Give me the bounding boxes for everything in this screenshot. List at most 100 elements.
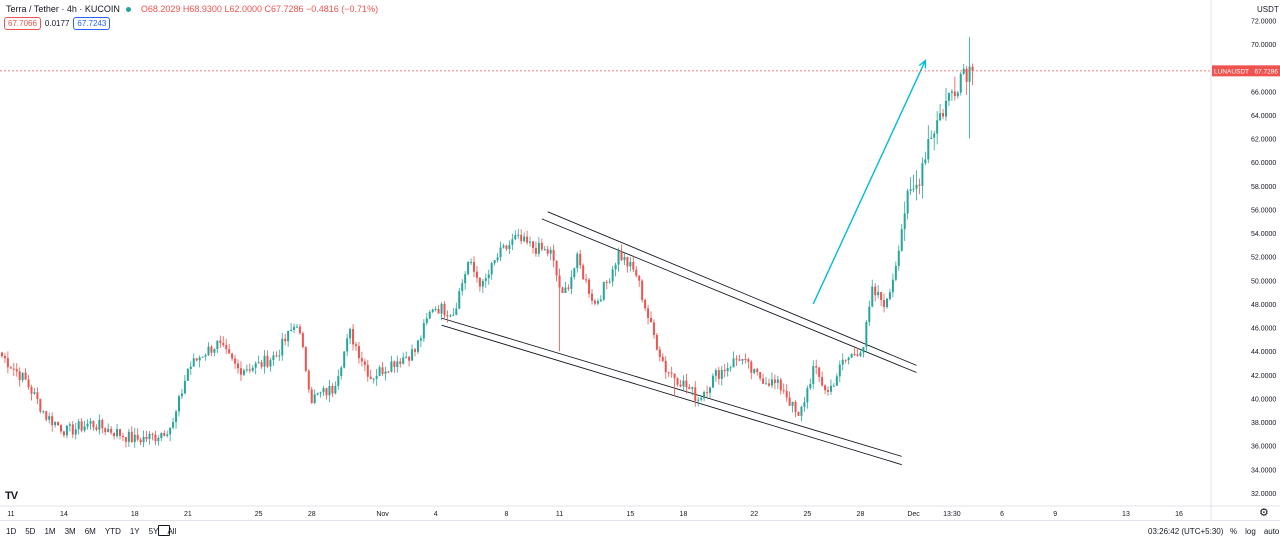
candle-body [74, 429, 77, 435]
candle-body [824, 385, 827, 391]
range-button[interactable]: 3M [64, 527, 76, 536]
bid-ask-chips: 67.7066 0.0177 67.7243 [4, 17, 111, 30]
range-button[interactable]: 1Y [129, 527, 140, 536]
candle-body [402, 357, 405, 364]
candle-body [573, 268, 576, 278]
scale-option[interactable]: % [1230, 527, 1238, 536]
candle-body [779, 379, 782, 391]
bid-price[interactable]: 67.7066 [4, 17, 41, 30]
candle-body [57, 421, 60, 426]
candle-body [490, 263, 493, 275]
candle-body [334, 385, 337, 394]
candle-body [142, 436, 145, 443]
time-tick-label: 9 [1053, 511, 1057, 518]
candle-body [658, 349, 661, 357]
candle-body [301, 333, 304, 348]
time-tick-label: 28 [857, 511, 865, 518]
tradingview-logo-icon[interactable]: TV [5, 490, 18, 502]
candle-body [720, 369, 723, 379]
settings-gear-icon[interactable]: ⚙ [1259, 507, 1269, 519]
candle-body [452, 314, 455, 316]
candle-body [172, 422, 175, 428]
range-button[interactable]: 1D [6, 527, 17, 536]
range-button[interactable]: All [167, 527, 177, 536]
candle-body [647, 308, 650, 319]
candle-body [886, 298, 888, 308]
candle-body [552, 249, 555, 261]
candle-body [42, 411, 45, 413]
range-button[interactable]: 6M [84, 527, 96, 536]
candle-body [744, 358, 747, 360]
price-chart[interactable]: 72.000070.000068.000066.000064.000062.00… [0, 0, 1280, 520]
candle-body [652, 322, 655, 335]
candle-body [888, 292, 891, 299]
candle-body [821, 376, 824, 386]
scale-option[interactable]: auto [1263, 527, 1280, 536]
candle-body [9, 367, 12, 369]
candle-body [782, 390, 785, 392]
candle-body [12, 368, 15, 370]
time-tick-label: 13 [1122, 511, 1130, 518]
candle-body [104, 428, 107, 432]
candle-body [738, 359, 741, 361]
candle-body [794, 401, 797, 413]
candle-body [157, 437, 160, 442]
candle-body [511, 239, 514, 245]
candle-body [290, 329, 293, 331]
clock-timezone[interactable]: 03:26:42 (UTC+5:30) [1148, 527, 1224, 536]
range-button[interactable]: 5D [25, 527, 36, 536]
candle-body [717, 370, 720, 379]
candle-body [48, 416, 51, 420]
candle-body [753, 368, 756, 373]
candle-body [546, 249, 549, 254]
candle-body [735, 358, 738, 360]
range-button[interactable]: YTD [104, 527, 121, 536]
price-tick-label: 52.0000 [1251, 255, 1276, 262]
range-button[interactable]: 1M [44, 527, 56, 536]
candle-body [431, 309, 434, 312]
candle-body [602, 281, 605, 300]
candle-body [856, 354, 859, 356]
price-tick-label: 48.0000 [1251, 302, 1276, 309]
candle-body [880, 292, 883, 300]
candle-body [770, 379, 773, 386]
candle-body [319, 392, 322, 394]
candle-body [599, 299, 602, 302]
scale-option[interactable]: log [1245, 527, 1256, 536]
last-price-label: LUNAUSDT 67.7286 [1212, 65, 1280, 77]
candle-body [298, 326, 301, 334]
candle-body [343, 351, 346, 368]
calendar-goto-icon[interactable] [158, 525, 170, 536]
candle-body [160, 433, 163, 438]
time-tick-label: 18 [131, 511, 139, 518]
candle-body [136, 434, 139, 440]
candle-body [729, 367, 732, 369]
candle-body [956, 92, 959, 97]
candle-body [741, 358, 744, 361]
candle-body [313, 394, 316, 404]
candle-body [269, 360, 272, 367]
range-button[interactable]: 5Y [148, 527, 159, 536]
symbol-title[interactable]: Terra / Tether · 4h · KUCOIN [6, 4, 120, 14]
candle-body [709, 387, 711, 393]
candle-body [942, 113, 945, 117]
candle-body [440, 303, 443, 314]
candle-body [897, 250, 900, 266]
candle-body [950, 91, 953, 93]
candle-body [36, 392, 39, 399]
candle-body [293, 326, 296, 330]
candle-body [567, 287, 570, 289]
candle-body [800, 406, 803, 416]
candle-body [192, 358, 195, 367]
time-tick-label: Dec [907, 511, 920, 518]
candle-body [15, 369, 18, 372]
candle-body [585, 279, 588, 281]
candle-body [355, 344, 357, 347]
price-tick-label: 46.0000 [1251, 326, 1276, 333]
candle-body [965, 68, 968, 82]
candle-body [644, 299, 647, 309]
candle-body [697, 399, 700, 401]
ask-price[interactable]: 67.7243 [73, 17, 111, 30]
candle-body [228, 349, 231, 354]
candle-body [829, 385, 832, 392]
